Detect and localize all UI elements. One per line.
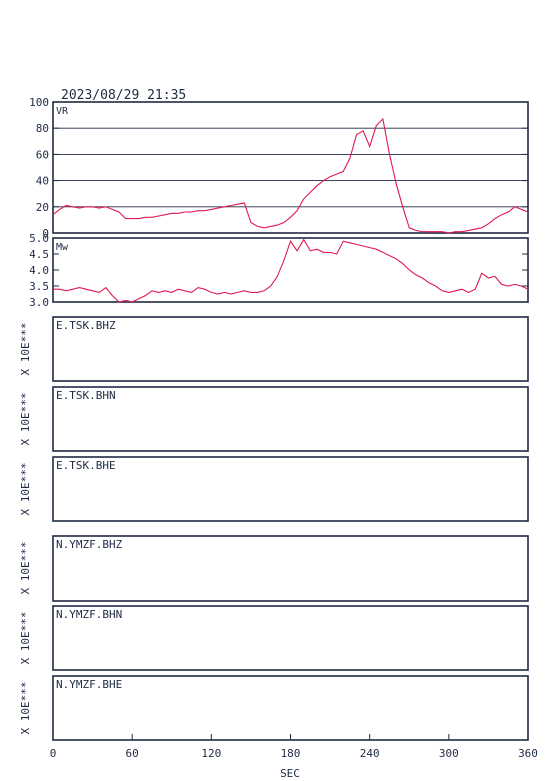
vr-y-tick-label: 0 xyxy=(42,227,49,240)
mw-panel: 5.0 4.5 4.0 3.5 3.0 Mw xyxy=(29,232,529,309)
station-label: N.YMZF.BHE xyxy=(56,678,122,691)
waveform-panel-e-tsk-bhe: E.TSK.BHE X 10E*** xyxy=(19,456,529,522)
waveform-frame xyxy=(52,535,529,602)
waveform-panel-n-ymzf-bhz: N.YMZF.BHZ X 10E*** xyxy=(19,535,529,602)
waveform-frame xyxy=(52,675,529,741)
amplitude-scale-label: X 10E*** xyxy=(19,463,32,516)
mw-y-tick-label: 4.0 xyxy=(29,264,49,277)
vr-series-line xyxy=(52,117,529,234)
station-label: E.TSK.BHE xyxy=(56,459,116,472)
figure-timestamp: 2023/08/29 21:35 xyxy=(61,88,186,103)
station-label: N.YMZF.BHZ xyxy=(56,538,123,551)
vr-y-tick-label: 20 xyxy=(36,201,49,214)
x-tick-label: 0 xyxy=(50,747,57,760)
amplitude-scale-label: X 10E*** xyxy=(19,393,32,446)
waveform-frame xyxy=(52,316,529,382)
amplitude-scale-label: X 10E*** xyxy=(19,612,32,665)
vr-panel-title: VR xyxy=(56,106,69,117)
x-tick-label: 120 xyxy=(201,747,221,760)
vr-frame xyxy=(52,101,529,234)
mw-y-tick-label: 5.0 xyxy=(29,232,49,245)
vr-y-tick-label: 100 xyxy=(29,96,49,109)
amplitude-scale-label: X 10E*** xyxy=(19,542,32,595)
time-axis: 0 60 120 180 240 300 360 xyxy=(50,734,538,760)
x-tick-label: 240 xyxy=(360,747,380,760)
mw-y-tick-label: 3.0 xyxy=(29,296,49,309)
mw-y-tick-label: 3.5 xyxy=(29,280,49,293)
x-tick-label: 360 xyxy=(518,747,538,760)
x-tick-label: 300 xyxy=(439,747,459,760)
waveform-panel-e-tsk-bhn: E.TSK.BHN X 10E*** xyxy=(19,386,529,452)
x-tick-label: 180 xyxy=(281,747,301,760)
station-label: E.TSK.BHN xyxy=(56,389,116,402)
waveform-frame xyxy=(52,386,529,452)
mw-frame xyxy=(52,237,529,303)
station-label: N.YMZF.BHN xyxy=(56,608,122,621)
vr-y-tick-label: 60 xyxy=(36,148,49,161)
waveform-frame xyxy=(52,605,529,671)
vr-panel: 100 80 60 40 20 0 VR xyxy=(29,96,529,240)
mw-series-line xyxy=(53,238,529,303)
x-axis-label: SEC xyxy=(280,767,300,780)
waveform-panel-e-tsk-bhz: E.TSK.BHZ X 10E*** xyxy=(19,316,529,382)
vr-y-tick-label: 80 xyxy=(36,122,49,135)
amplitude-scale-label: X 10E*** xyxy=(19,323,32,376)
waveform-panel-n-ymzf-bhn: N.YMZF.BHN X 10E*** xyxy=(19,605,529,671)
x-tick-label: 60 xyxy=(126,747,139,760)
waveform-frame xyxy=(52,456,529,522)
mw-y-tick-label: 4.5 xyxy=(29,248,49,261)
amplitude-scale-label: X 10E*** xyxy=(19,682,32,735)
vr-y-tick-label: 40 xyxy=(36,175,49,188)
mw-panel-title: Mw xyxy=(56,242,69,253)
waveform-panel-n-ymzf-bhe: N.YMZF.BHE X 10E*** xyxy=(19,675,529,741)
station-label: E.TSK.BHZ xyxy=(56,319,116,332)
